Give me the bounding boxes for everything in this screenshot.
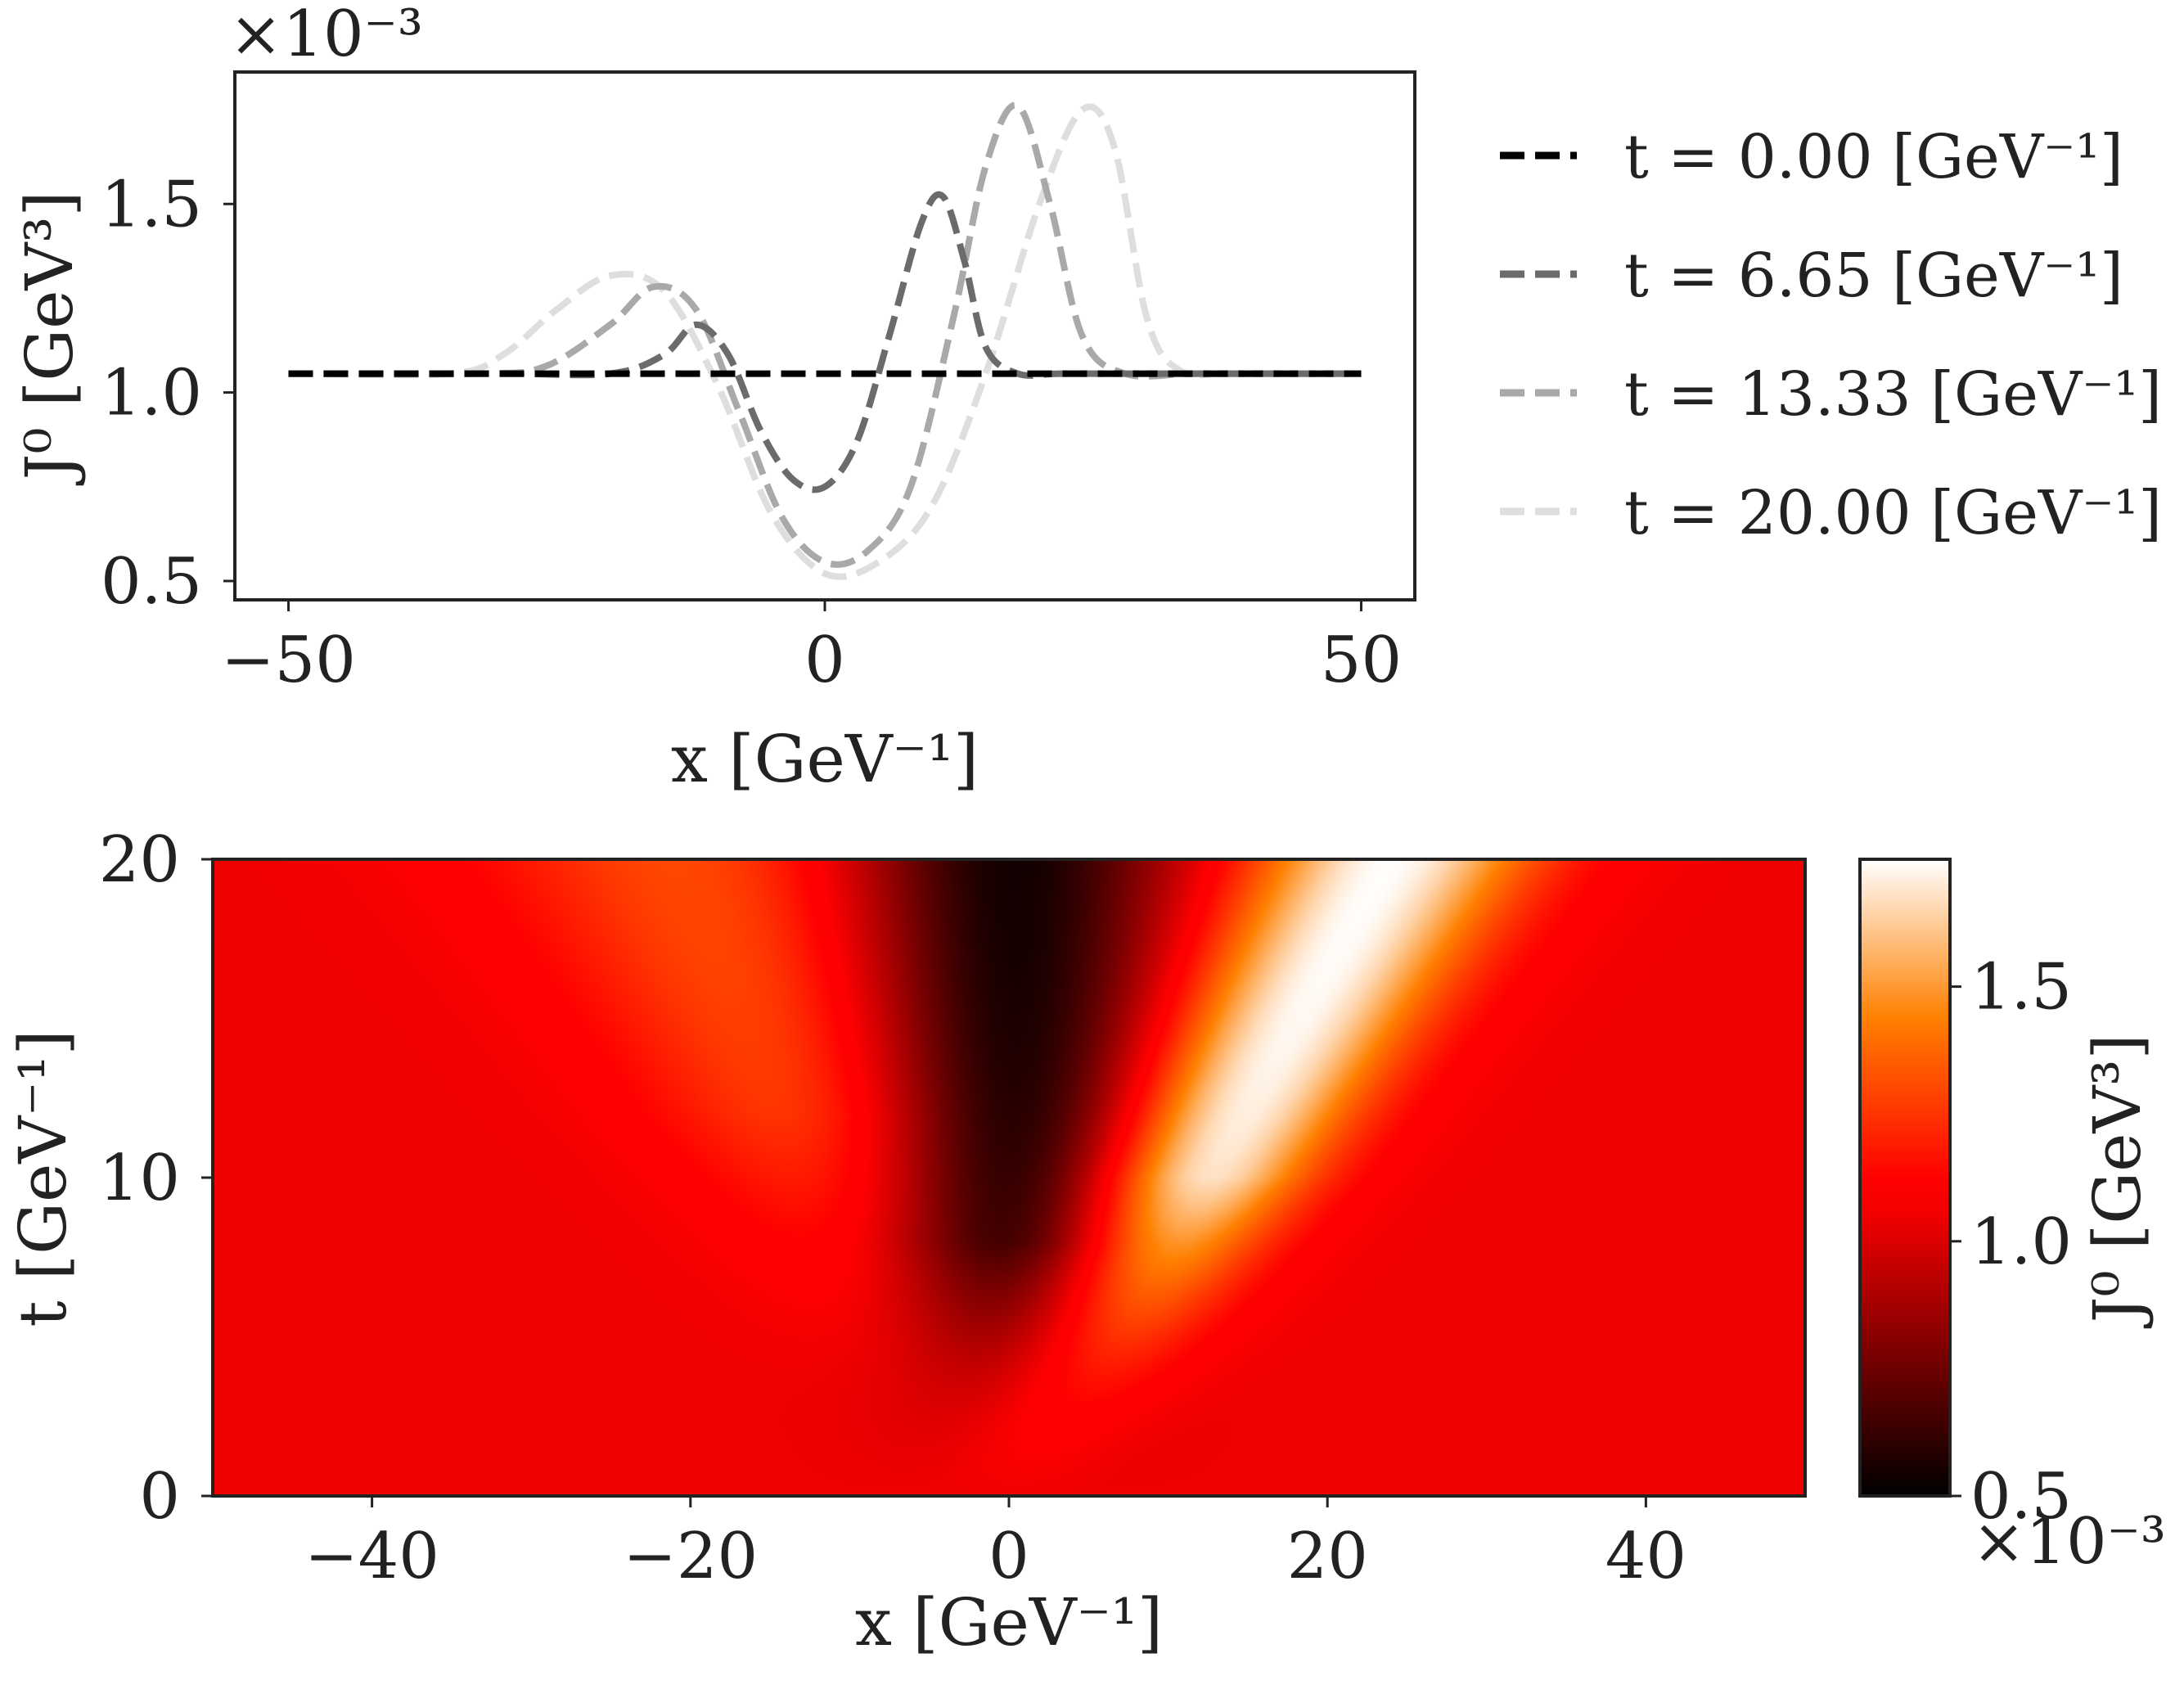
colorbar-label: J⁰ [GeV³] xyxy=(2079,1034,2155,1328)
x-tick-label: 0 xyxy=(804,624,845,697)
line-chart-x-axis-label: x [GeV⁻¹] xyxy=(671,721,979,797)
x-tick-label: −20 xyxy=(623,1520,758,1593)
x-tick-label: −40 xyxy=(304,1520,439,1593)
heatmap-x-axis-label: x [GeV⁻¹] xyxy=(855,1584,1163,1660)
legend-label: t = 13.33 [GeV⁻¹] xyxy=(1624,359,2162,430)
line-chart-x-ticks: −50 0 50 xyxy=(221,600,1402,697)
line-series-3 xyxy=(288,103,1362,580)
line-series-group xyxy=(288,101,1362,580)
line-chart-y-ticks: 0.5 1.0 1.5 xyxy=(101,168,235,619)
colorbar-tick-label: 1.0 xyxy=(1970,1205,2072,1279)
colorbar-tick-label: 1.5 xyxy=(1970,951,2072,1025)
colorbar-ticks: 0.5 1.0 1.5 xyxy=(1950,951,2072,1534)
line-chart-y-scale-label: ×10⁻³ xyxy=(229,0,423,71)
line-chart-y-axis-label: J⁰ [GeV³] xyxy=(11,191,88,485)
x-tick-label: 40 xyxy=(1605,1520,1686,1593)
legend: t = 0.00 [GeV⁻¹] t = 6.65 [GeV⁻¹] t = 13.3… xyxy=(1500,122,2162,548)
x-tick-label: 0 xyxy=(988,1520,1029,1593)
line-series-2 xyxy=(288,101,1362,568)
legend-label: t = 0.00 [GeV⁻¹] xyxy=(1624,122,2123,192)
line-chart: −50 0 50 0.5 1.0 1.5 ×10⁻³ x [GeV⁻¹] J⁰ [GeV… xyxy=(11,0,2162,797)
x-tick-label: 50 xyxy=(1321,624,1402,697)
legend-label: t = 20.00 [GeV⁻¹] xyxy=(1624,478,2162,548)
y-tick-label: 1.5 xyxy=(101,168,202,241)
colorbar-tick-label: 0.5 xyxy=(1970,1460,2072,1534)
heatmap-canvas xyxy=(213,859,1805,1496)
y-tick-label: 20 xyxy=(99,823,180,897)
x-tick-label: −50 xyxy=(221,624,356,697)
heatmap-y-ticks: 0 10 20 xyxy=(99,823,213,1534)
x-tick-label: 20 xyxy=(1287,1520,1368,1593)
line-series-1 xyxy=(288,191,1362,493)
line-chart-frame xyxy=(233,70,1416,601)
y-tick-label: 0.5 xyxy=(101,545,202,619)
heatmap-chart: −40 −20 0 20 40 0 10 20 x [GeV⁻¹] t [GeV⁻¹] 0.… xyxy=(5,823,2166,1660)
y-tick-label: 1.0 xyxy=(101,357,202,430)
y-tick-label: 10 xyxy=(99,1142,180,1215)
legend-label: t = 6.65 [GeV⁻¹] xyxy=(1624,241,2123,311)
y-tick-label: 0 xyxy=(139,1460,180,1534)
heatmap-y-axis-label: t [GeV⁻¹] xyxy=(5,1029,81,1327)
colorbar xyxy=(1858,858,1952,1498)
heatmap-x-ticks: −40 −20 0 20 40 xyxy=(304,1496,1686,1593)
colorbar-scale-label: ×10⁻³ xyxy=(1972,1505,2166,1579)
